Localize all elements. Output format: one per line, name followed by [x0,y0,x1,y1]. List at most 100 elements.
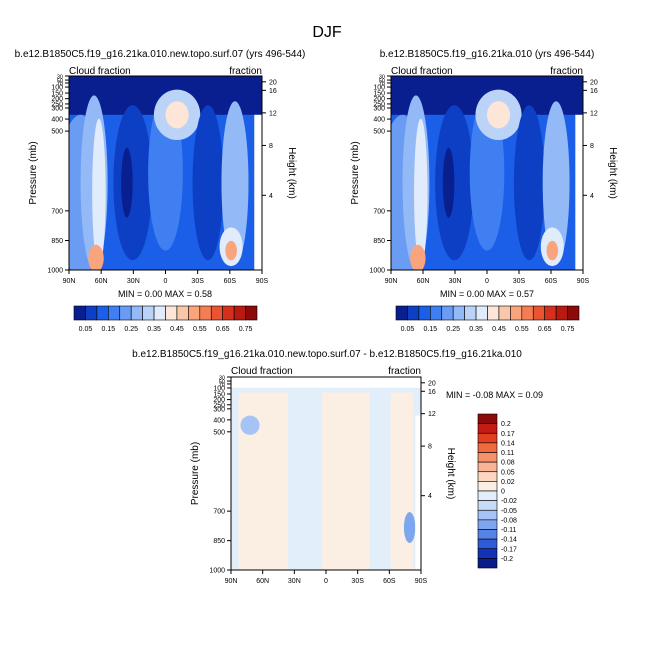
x-tick-label: 60N [256,578,269,585]
y-tick-label: 300 [213,406,225,413]
colorbar-label: 0.55 [515,326,529,333]
y-tick-label: 850 [373,238,385,245]
panel-left-stats: MIN = 0.00 MAX = 0.58 [118,289,212,299]
y-tick-label: 300 [373,106,385,113]
panel-right: b.e12.B1850C5.f19_g16.21ka.010 (yrs 496-… [350,49,618,299]
diff-polar-negative [403,512,416,543]
y-tick-label: 100 [51,85,63,92]
y-tick-label: 50 [379,79,385,85]
x-tick-label: 60S [545,278,558,285]
colorbar-box [165,305,178,321]
diff-tropic-positive [322,392,370,570]
colorbar-diff-label: 0 [501,489,505,496]
colorbar-label: 0.25 [446,326,460,333]
subtropic-north-dry [113,105,152,261]
colorbar-diff-label: -0.11 [501,527,517,534]
y-tick-label: 500 [51,129,63,136]
y2-tick-label: 16 [269,88,277,95]
colorbar-diff-label: 0.02 [501,479,515,486]
colorbar-diff-label: 0.05 [501,469,515,476]
subtropic-north-min [442,147,455,218]
panel-diff: b.e12.B1850C5.f19_g16.21ka.010.new.topo.… [132,349,543,585]
antarctic-missing [254,114,262,270]
y2-tick-label: 16 [590,88,598,95]
colorbar-box [487,305,500,321]
y-tick-label: 30 [379,75,385,81]
diff-negative-patch [240,415,260,435]
y-tick-label: 1000 [209,568,225,575]
colorbar-diff-label: 0.2 [501,421,511,428]
y-tick-label: 400 [373,117,385,124]
tropical-anvil-core [487,101,511,129]
colorbar-diff-label: 0.14 [501,440,515,447]
north-surface-max [410,244,426,270]
y-tick-label: 300 [51,106,63,113]
y2-axis-label: Height (km) [607,147,618,199]
x-tick-label: 30N [127,278,140,285]
y-tick-label: 400 [51,117,63,124]
colorbar-label: 0.05 [79,326,93,333]
y-tick-label: 200 [51,96,63,103]
y-axis-label: Pressure (mb) [28,141,39,204]
x-tick-label: 30S [191,278,204,285]
colorbar-box [176,305,189,321]
x-tick-label: 0 [164,278,168,285]
y-tick-label: 200 [373,96,385,103]
y-tick-label: 700 [51,208,63,215]
x-tick-label: 60N [417,278,430,285]
y2-tick-label: 12 [590,110,598,117]
y2-tick-label: 12 [428,411,436,418]
colorbar-box [555,305,568,321]
y2-tick-label: 20 [428,380,436,387]
midlat-south-band [542,101,570,265]
colorbar-diff-label: 0.17 [501,431,515,438]
colorbar-label: 0.45 [170,326,184,333]
colorbar-box [452,305,465,321]
diff-top-missing [231,377,421,388]
colorbar-label: 0.55 [193,326,207,333]
colorbar-box [188,305,201,321]
colorbar-diff-box [477,432,498,444]
cloud-field [391,76,583,270]
y2-axis-label: Height (km) [445,448,456,500]
colorbar-diff-label: 0.11 [501,450,514,457]
colorbar-label: 0.75 [239,326,253,333]
colorbar-box [130,305,143,321]
colorbar-box [441,305,454,321]
colorbar-diff-box [477,423,498,434]
colorbar-diff-label: -0.05 [501,508,517,515]
colorbar-box [567,305,580,321]
colorbar-box [153,305,166,321]
x-tick-label: 30N [449,278,462,285]
colorbar-label: 0.35 [469,326,483,333]
y2-tick-label: 12 [269,110,277,117]
colorbar-right: 0.05 0.15 0.25 0.35 0.45 0.55 0.65 0.75 [395,305,580,333]
colorbar-label: 0.15 [424,326,438,333]
y-tick-label: 850 [51,238,63,245]
colorbar-diff-label: -0.2 [501,556,513,563]
colorbar-box [222,305,235,321]
panel-left: b.e12.B1850C5.f19_g16.21ka.010.new.topo.… [15,49,306,299]
colorbar-label: 0.35 [147,326,161,333]
y-tick-label: 250 [51,101,63,108]
x-tick-label: 90N [63,278,76,285]
x-tick-label: 60N [95,278,108,285]
colorbar-box [233,305,246,321]
colorbar-box [73,305,86,321]
colorbar-diff-label: -0.17 [501,546,517,553]
colorbar-diff-box [477,519,498,530]
x-tick-label: 90S [415,578,428,585]
colorbar-diff-box [477,509,498,521]
colorbar-diff-box [477,481,498,492]
y-tick-label: 700 [213,509,225,516]
colorbar-diff-box [477,500,498,511]
colorbar-box [510,305,523,321]
midlat-north-core [92,118,106,267]
subtropic-south-dry [192,105,224,261]
panel-right-left-label: Cloud fraction [391,66,453,77]
colorbar-box [407,305,420,321]
colorbar-box [210,305,223,321]
colorbar-diff-label: 0.08 [501,460,515,467]
colorbar-box [85,305,98,321]
colorbar-label: 0.15 [102,326,116,333]
